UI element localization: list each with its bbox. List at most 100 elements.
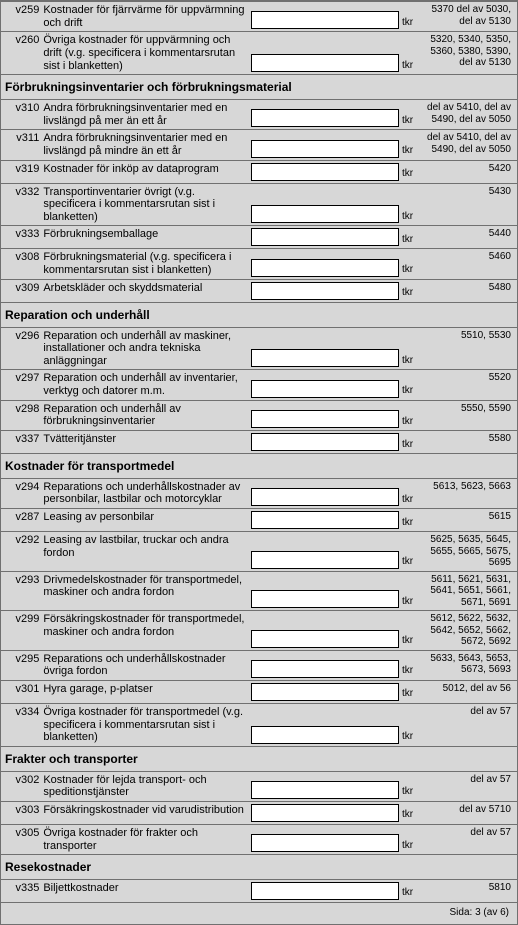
row-input-cell: tkr <box>249 703 415 746</box>
account-codes: 5012, del av 56 <box>415 680 517 703</box>
amount-input[interactable] <box>251 259 399 277</box>
amount-input[interactable] <box>251 882 399 900</box>
amount-input[interactable] <box>251 551 399 569</box>
row-input-cell: tkr <box>249 183 415 226</box>
amount-input[interactable] <box>251 11 399 29</box>
unit-label: tkr <box>399 840 413 853</box>
account-codes: 5625, 5635, 5645, 5655, 5665, 5675, 5695 <box>415 532 517 572</box>
unit-label: tkr <box>399 416 413 429</box>
account-codes: del av 57 <box>415 771 517 801</box>
amount-input[interactable] <box>251 54 399 72</box>
row-code: v295 <box>1 650 41 680</box>
account-codes: 5611, 5621, 5631, 5641, 5651, 5661, 5671… <box>415 571 517 611</box>
account-codes: 5440 <box>415 226 517 249</box>
row-description: Förbrukningsmaterial (v.g. specificera i… <box>41 249 249 279</box>
row-description: Reparations och underhållskostnader övri… <box>41 650 249 680</box>
account-codes: 5810 <box>415 879 517 902</box>
row-description: Andra förbrukningsinventarier med en liv… <box>41 100 249 130</box>
row-input-cell: tkr <box>249 509 415 532</box>
amount-input[interactable] <box>251 834 399 852</box>
unit-label: tkr <box>399 17 413 30</box>
row-code: v301 <box>1 680 41 703</box>
amount-input[interactable] <box>251 163 399 181</box>
unit-label: tkr <box>399 439 413 452</box>
row-code: v305 <box>1 824 41 854</box>
account-codes: 5580 <box>415 431 517 454</box>
amount-input[interactable] <box>251 228 399 246</box>
amount-input[interactable] <box>251 488 399 506</box>
row-input-cell: tkr <box>249 431 415 454</box>
row-description: Tvätteritjänster <box>41 431 249 454</box>
row-code: v299 <box>1 611 41 651</box>
unit-label: tkr <box>399 887 413 900</box>
amount-input[interactable] <box>251 511 399 529</box>
amount-input[interactable] <box>251 683 399 701</box>
section-heading: Kostnader för transportmedel <box>1 454 517 479</box>
row-description: Arbetskläder och skyddsmaterial <box>41 279 249 302</box>
unit-label: tkr <box>399 234 413 247</box>
row-code: v337 <box>1 431 41 454</box>
row-description: Leasing av lastbilar, truckar och andra … <box>41 532 249 572</box>
amount-input[interactable] <box>251 205 399 223</box>
row-input-cell: tkr <box>249 571 415 611</box>
row-code: v294 <box>1 478 41 508</box>
amount-input[interactable] <box>251 660 399 678</box>
account-codes: 5460 <box>415 249 517 279</box>
amount-input[interactable] <box>251 140 399 158</box>
account-codes: 5420 <box>415 160 517 183</box>
unit-label: tkr <box>399 517 413 530</box>
row-input-cell: tkr <box>249 680 415 703</box>
amount-input[interactable] <box>251 590 399 608</box>
amount-input[interactable] <box>251 410 399 428</box>
row-description: Leasing av personbilar <box>41 509 249 532</box>
amount-input[interactable] <box>251 804 399 822</box>
amount-input[interactable] <box>251 349 399 367</box>
unit-label: tkr <box>399 145 413 158</box>
unit-label: tkr <box>399 168 413 181</box>
row-description: Reparations och underhållskostnader av p… <box>41 478 249 508</box>
row-code: v308 <box>1 249 41 279</box>
row-code: v332 <box>1 183 41 226</box>
unit-label: tkr <box>399 494 413 507</box>
section-heading: Förbrukningsinventarier och förbruknings… <box>1 75 517 100</box>
row-description: Övriga kostnader för frakter och transpo… <box>41 824 249 854</box>
row-input-cell: tkr <box>249 771 415 801</box>
row-description: Kostnader för inköp av dataprogram <box>41 160 249 183</box>
amount-input[interactable] <box>251 380 399 398</box>
amount-input[interactable] <box>251 781 399 799</box>
row-description: Biljettkostnader <box>41 879 249 902</box>
row-input-cell: tkr <box>249 824 415 854</box>
row-code: v298 <box>1 400 41 430</box>
unit-label: tkr <box>399 115 413 128</box>
unit-label: tkr <box>399 211 413 224</box>
row-description: Andra förbrukningsinventarier med en liv… <box>41 130 249 160</box>
account-codes: 5430 <box>415 183 517 226</box>
row-input-cell: tkr <box>249 32 415 75</box>
amount-input[interactable] <box>251 433 399 451</box>
row-description: Hyra garage, p-platser <box>41 680 249 703</box>
row-description: Drivmedelskostnader för transportmedel, … <box>41 571 249 611</box>
row-input-cell: tkr <box>249 650 415 680</box>
row-code: v287 <box>1 509 41 532</box>
row-code: v260 <box>1 32 41 75</box>
row-description: Kostnader för fjärrvärme för uppvärmning… <box>41 2 249 32</box>
amount-input[interactable] <box>251 109 399 127</box>
account-codes: 5633, 5643, 5653, 5673, 5693 <box>415 650 517 680</box>
row-code: v310 <box>1 100 41 130</box>
row-input-cell: tkr <box>249 400 415 430</box>
row-input-cell: tkr <box>249 879 415 902</box>
amount-input[interactable] <box>251 726 399 744</box>
account-codes: 5613, 5623, 5663 <box>415 478 517 508</box>
amount-input[interactable] <box>251 282 399 300</box>
row-code: v292 <box>1 532 41 572</box>
row-description: Övriga kostnader för uppvärmning och dri… <box>41 32 249 75</box>
row-code: v333 <box>1 226 41 249</box>
amount-input[interactable] <box>251 630 399 648</box>
row-code: v319 <box>1 160 41 183</box>
row-input-cell: tkr <box>249 2 415 32</box>
account-codes: del av 57 <box>415 824 517 854</box>
section-heading: Frakter och transporter <box>1 746 517 771</box>
unit-label: tkr <box>399 556 413 569</box>
unit-label: tkr <box>399 596 413 609</box>
row-input-cell: tkr <box>249 532 415 572</box>
